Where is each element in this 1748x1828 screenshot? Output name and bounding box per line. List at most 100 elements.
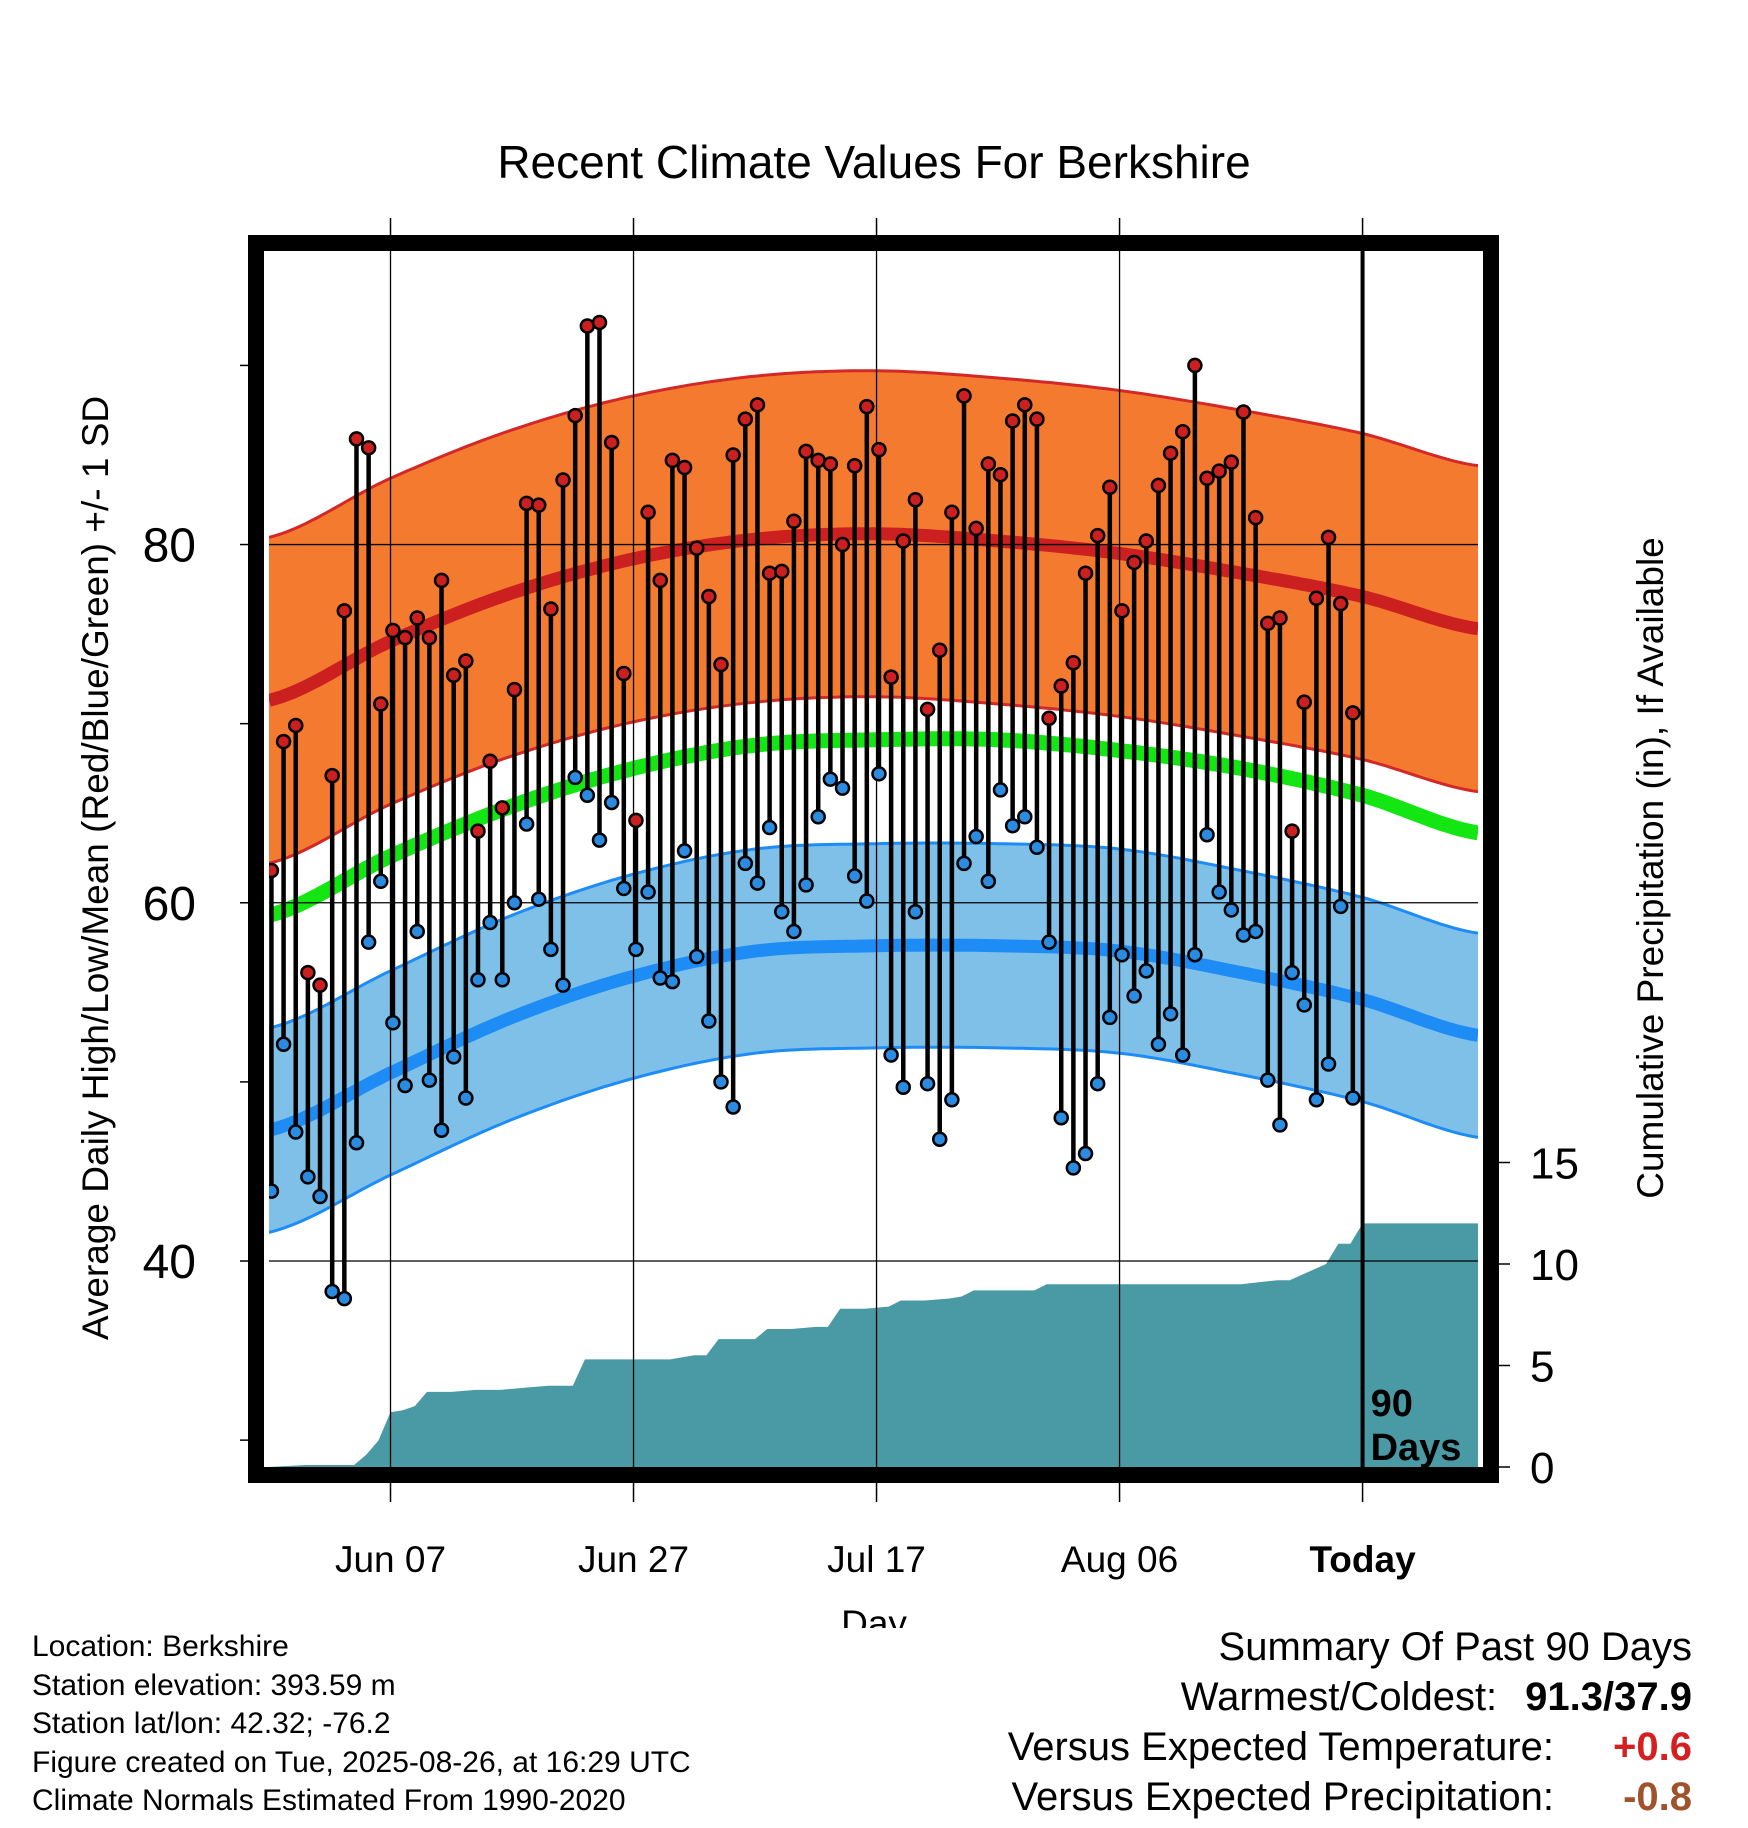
climate-chart: Recent Climate Values For Berkshire Jun 0… — [75, 136, 1671, 1628]
low-normal-line — [269, 938, 1478, 1137]
high-point — [1187, 357, 1203, 374]
low-point — [822, 771, 839, 787]
low-point — [1041, 934, 1057, 950]
low-point — [749, 875, 766, 891]
x-axis-label: Day — [841, 1603, 907, 1628]
low-point — [944, 1092, 960, 1108]
high-sd-band — [269, 370, 1478, 864]
warm-cold-row: Warmest/Coldest: 91.3/37.9 — [1008, 1672, 1692, 1722]
low-point — [603, 794, 620, 811]
precip-value: -0.8 — [1623, 1775, 1692, 1819]
low-point — [640, 884, 656, 900]
y-left-tick-label: 80 — [143, 520, 196, 573]
latlon-text: Station lat/lon: 42.32; -76.2 — [32, 1707, 391, 1740]
high-point — [1332, 595, 1349, 612]
low-point — [555, 977, 571, 993]
low-point — [1138, 963, 1155, 979]
high-point — [458, 653, 474, 669]
high-point — [1345, 705, 1361, 721]
low-point — [1065, 1160, 1082, 1176]
high-point — [1199, 470, 1215, 487]
low-point — [871, 766, 887, 782]
warm-cold-label: Warmest/Coldest: — [1180, 1675, 1498, 1719]
y-right-tick-label: 0 — [1530, 1444, 1554, 1493]
low-point — [1004, 818, 1021, 834]
low-point — [810, 809, 826, 825]
high-sd-upper — [269, 369, 1478, 539]
high-point — [992, 466, 1009, 483]
low-point — [676, 843, 693, 859]
high-point — [676, 459, 693, 476]
high-point — [433, 572, 450, 589]
high-point — [555, 472, 571, 488]
high-point — [1272, 610, 1288, 626]
high-point — [287, 717, 304, 734]
low-point — [506, 895, 523, 911]
low-point — [1114, 946, 1130, 963]
high-point — [774, 563, 790, 580]
high-point — [822, 456, 839, 472]
high-point — [1296, 694, 1312, 710]
low-point — [1174, 1047, 1191, 1063]
today-days-number: 90 — [1371, 1383, 1413, 1425]
low-point — [701, 1013, 717, 1029]
high-point — [956, 388, 972, 404]
low-point — [761, 819, 778, 836]
warm-cold-value: 91.3/37.9 — [1525, 1675, 1692, 1719]
low-point — [992, 782, 1009, 798]
high-point — [1320, 529, 1337, 546]
low-point — [786, 923, 802, 940]
low-point — [1260, 1072, 1276, 1088]
low-point — [287, 1124, 304, 1140]
high-point — [980, 456, 997, 472]
low-point — [1345, 1090, 1361, 1106]
low-point — [725, 1099, 741, 1115]
low-point — [579, 787, 596, 804]
high-point — [1284, 823, 1300, 839]
high-point — [616, 665, 632, 682]
low-point — [1247, 923, 1264, 940]
low-sd-upper — [269, 841, 1478, 1030]
high-point — [931, 642, 948, 658]
low-point — [931, 1131, 948, 1147]
high-point — [786, 513, 802, 530]
high-point — [628, 812, 644, 829]
low-point — [1272, 1117, 1288, 1133]
high-point — [1235, 404, 1252, 420]
high-point — [834, 536, 851, 553]
low-point — [1211, 884, 1227, 900]
high-point — [859, 398, 875, 415]
precip-label: Versus Expected Precipitation: — [1011, 1775, 1554, 1819]
high-point — [749, 397, 766, 413]
high-sd-lower — [269, 695, 1478, 865]
low-point — [1332, 898, 1349, 915]
low-point — [445, 1049, 462, 1065]
low-point — [360, 934, 377, 950]
high-point — [409, 610, 425, 626]
low-point — [433, 1122, 450, 1139]
high-point — [506, 681, 523, 698]
y-right-tick-label: 15 — [1530, 1140, 1579, 1189]
high-point — [1138, 533, 1155, 549]
low-point — [859, 893, 875, 909]
low-point — [1199, 826, 1215, 843]
x-tick-label: Jun 27 — [578, 1539, 689, 1580]
summary-title: Summary Of Past 90 Days — [1218, 1625, 1692, 1669]
station-info: Location: Berkshire Station elevation: 3… — [32, 1628, 691, 1821]
y-right-tick-label: 10 — [1530, 1241, 1579, 1290]
high-point — [1211, 463, 1227, 479]
high-point — [1247, 509, 1264, 526]
low-point — [269, 1183, 280, 1199]
high-point — [1089, 527, 1106, 544]
low-point — [919, 1075, 936, 1092]
high-point — [269, 862, 280, 879]
high-point — [445, 667, 462, 684]
low-point — [1053, 1109, 1069, 1126]
high-point — [1162, 445, 1179, 461]
low-point — [713, 1074, 729, 1090]
low-point — [980, 873, 997, 890]
chart-title: Recent Climate Values For Berkshire — [497, 136, 1250, 188]
low-point — [518, 816, 535, 832]
low-point — [883, 1047, 899, 1063]
high-point — [907, 492, 924, 508]
